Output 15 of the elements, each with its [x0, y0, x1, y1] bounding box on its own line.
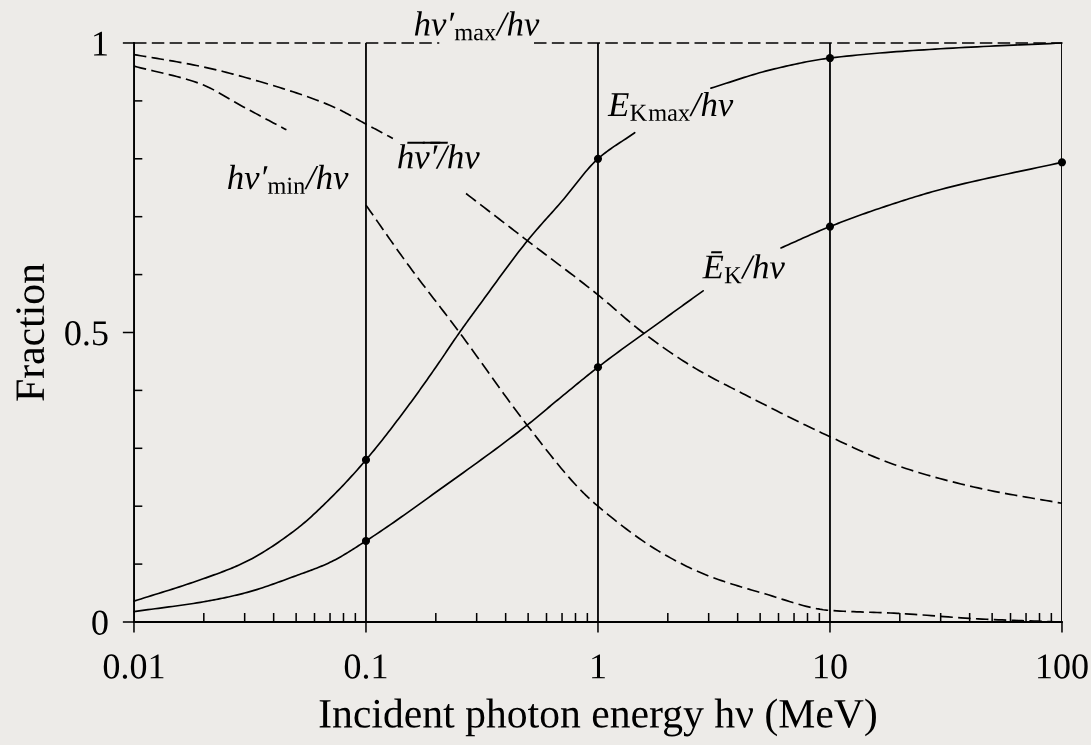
y-axis-title: Fraction	[16, 263, 45, 401]
x-tick-label: 100	[1038, 654, 1088, 679]
series-label: hν′$_{max}$/hν	[414, 11, 540, 41]
x-tick-label: 10	[815, 654, 847, 679]
x-tick-label: 0.1	[344, 654, 387, 679]
series-label: hν′$_{min}$/hν	[228, 164, 349, 194]
x-axis-title: Incident photon energy hν (MeV)	[319, 698, 876, 737]
y-tick-label: 0	[92, 610, 108, 635]
series-label: E$_{Kmax}$/hν	[607, 91, 734, 121]
x-tick-label: 0.01	[103, 654, 164, 679]
series-label: h̅ν̅′̅/hν	[398, 141, 480, 169]
x-tick-label: 1	[592, 654, 605, 679]
y-tick-label: 0.5	[65, 321, 108, 346]
series-label: Ē$_{K}$/hν	[702, 251, 785, 284]
y-tick-label: 1	[94, 31, 107, 56]
